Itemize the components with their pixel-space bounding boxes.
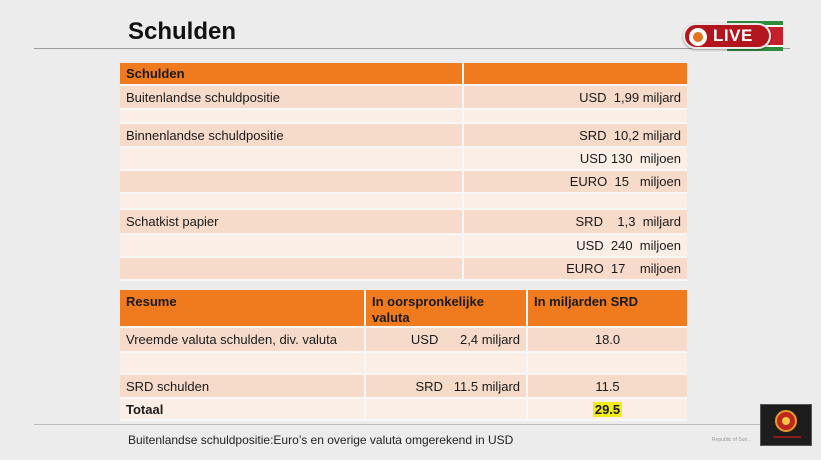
- row-label: [120, 148, 462, 171]
- emblem-ring: [775, 410, 797, 432]
- row-value: USD 1,99 miljard: [462, 86, 687, 110]
- total-value: 29.5: [592, 401, 623, 417]
- slide-title: Schulden: [128, 18, 237, 45]
- row-value: SRD 10,2 miljard: [462, 124, 687, 148]
- table-row: Buitenlandse schuldpositie USD 1,99 milj…: [120, 86, 687, 110]
- row-label: Vreemde valuta schulden, div. valuta: [120, 328, 364, 353]
- row-value: EURO 17 miljoen: [462, 258, 687, 281]
- resume-table: Resume In oorspronkelijke valuta In milj…: [120, 290, 687, 421]
- row-value: EURO 15 miljoen: [462, 171, 687, 194]
- row-label: [120, 258, 462, 281]
- table-row: [120, 110, 687, 124]
- header-cell: In oorspronkelijke valuta: [364, 290, 526, 328]
- table-header-row: Resume In oorspronkelijke valuta In milj…: [120, 290, 687, 328]
- row-label: SRD schulden: [120, 375, 364, 399]
- row-label: [120, 194, 462, 210]
- row-label: Binnenlandse schuldpositie: [120, 124, 462, 148]
- row-original-currency: USD 2,4 miljard: [364, 328, 526, 353]
- flag-stripe-green-bottom: [727, 47, 783, 51]
- header-cell: [462, 63, 687, 86]
- table-row: EURO 17 miljoen: [120, 258, 687, 281]
- footnote: Buitenlandse schuldpositie:Euro’s en ove…: [128, 433, 514, 447]
- total-value-cell: 29.5: [526, 399, 687, 421]
- row-original-currency: [364, 353, 526, 375]
- header-cell: In miljarden SRD: [526, 290, 687, 328]
- row-value: USD 240 miljoen: [462, 235, 687, 258]
- table-row: Schatkist papier SRD 1,3 miljard: [120, 210, 687, 235]
- live-badge: LIVE: [683, 21, 783, 51]
- row-original-currency: [364, 399, 526, 421]
- table-header-row: Schulden: [120, 63, 687, 86]
- table-row: [120, 353, 687, 375]
- row-label: [120, 353, 364, 375]
- table-row: EURO 15 miljoen: [120, 171, 687, 194]
- row-value: [462, 194, 687, 210]
- row-label: [120, 171, 462, 194]
- emblem-bar: [773, 436, 801, 438]
- title-divider: [34, 48, 790, 49]
- row-value: [462, 110, 687, 124]
- total-label: Totaal: [120, 399, 364, 421]
- row-value: USD 130 miljoen: [462, 148, 687, 171]
- total-row: Totaal 29.5: [120, 399, 687, 421]
- table-row: USD 130 miljoen: [120, 148, 687, 171]
- row-srd-billions: 18.0: [526, 328, 687, 353]
- row-srd-billions: 11.5: [526, 375, 687, 399]
- row-value: SRD 1,3 miljard: [462, 210, 687, 235]
- footer-divider: [34, 424, 790, 425]
- table-row: [120, 194, 687, 210]
- corner-emblem-icon: [760, 404, 812, 446]
- header-cell: Resume: [120, 290, 364, 328]
- row-label: Buitenlandse schuldpositie: [120, 86, 462, 110]
- row-label: [120, 235, 462, 258]
- broadcaster-logo-icon: [689, 28, 707, 46]
- row-label: [120, 110, 462, 124]
- table-row: Binnenlandse schuldpositie SRD 10,2 milj…: [120, 124, 687, 148]
- table-row: SRD schulden SRD 11.5 miljard 11.5: [120, 375, 687, 399]
- row-srd-billions: [526, 353, 687, 375]
- live-label: LIVE: [713, 26, 753, 45]
- table-row: Vreemde valuta schulden, div. valuta USD…: [120, 328, 687, 353]
- schulden-table: Schulden Buitenlandse schuldpositie USD …: [120, 63, 687, 281]
- row-label: Schatkist papier: [120, 210, 462, 235]
- header-cell: Schulden: [120, 63, 462, 86]
- republic-caption: Republic of Suri...: [712, 437, 752, 443]
- table-row: USD 240 miljoen: [120, 235, 687, 258]
- live-pill: LIVE: [683, 23, 771, 49]
- row-original-currency: SRD 11.5 miljard: [364, 375, 526, 399]
